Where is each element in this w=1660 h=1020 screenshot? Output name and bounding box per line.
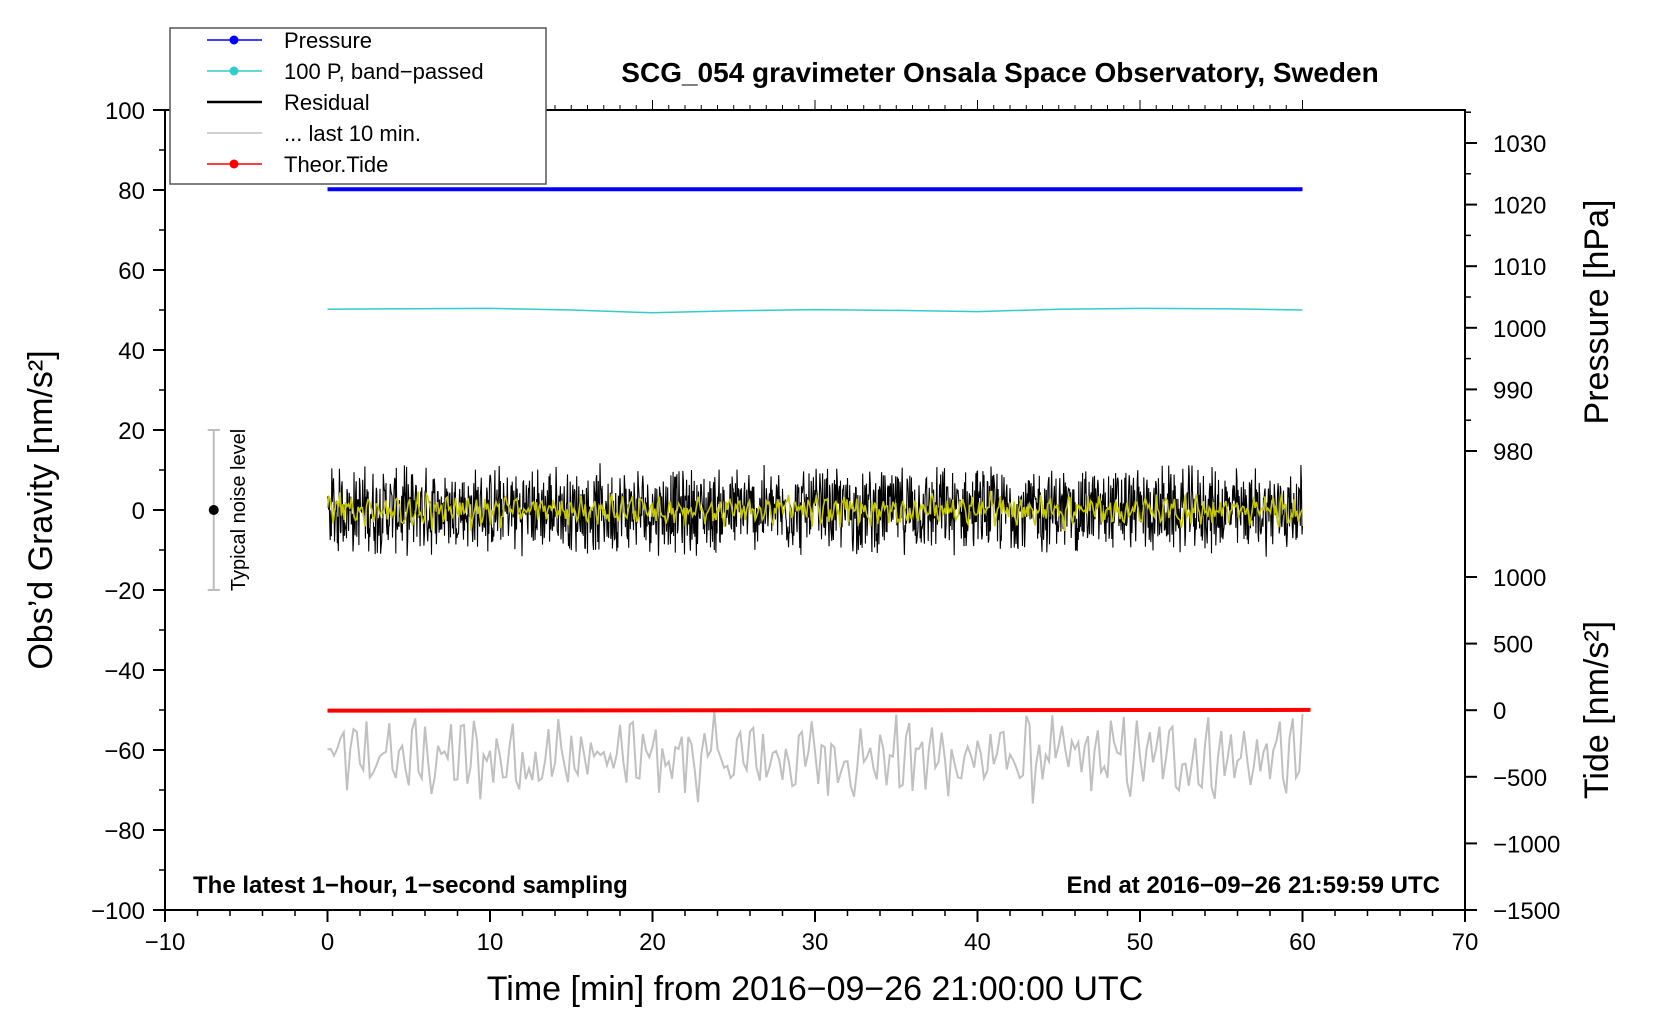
y-tick-label: 60 xyxy=(118,258,145,285)
legend-label-tide: Theor.Tide xyxy=(284,152,388,177)
series-bandpass xyxy=(327,307,1303,314)
tide-tick-label: −500 xyxy=(1493,765,1547,792)
y-tick-label: −20 xyxy=(104,578,145,605)
pressure-tick-label: 1020 xyxy=(1493,193,1546,220)
chart-title: SCG_054 gravimeter Onsala Space Observat… xyxy=(621,57,1378,88)
note-right: End at 2016−09−26 21:59:59 UTC xyxy=(1066,872,1440,899)
y-tick-label: −60 xyxy=(104,738,145,765)
y-tick-label: 80 xyxy=(118,178,145,205)
note-left: The latest 1−hour, 1−second sampling xyxy=(193,872,628,899)
tide-tick-label: 500 xyxy=(1493,632,1533,659)
pressure-tick-label: 1010 xyxy=(1493,254,1546,281)
tide-tick-label: 0 xyxy=(1493,698,1506,725)
x-tick-label: 40 xyxy=(964,929,991,956)
y-tick-label: −100 xyxy=(91,898,145,925)
x-tick-label: 70 xyxy=(1452,929,1479,956)
x-tick-label: 60 xyxy=(1289,929,1316,956)
y-axis-label-left: Obs’d Gravity [nm/s²] xyxy=(22,350,60,669)
y-axis-label-pressure: Pressure [hPa] xyxy=(1578,200,1616,425)
noise-level-marker: Typical noise level xyxy=(207,429,250,591)
legend-marker xyxy=(229,35,239,45)
series-residual-smoothed xyxy=(326,490,1304,531)
legend-label-pressure: Pressure xyxy=(284,28,372,53)
x-tick-label: 50 xyxy=(1127,929,1154,956)
noise-level-label: Typical noise level xyxy=(228,429,250,591)
series-layer xyxy=(326,187,1311,804)
tide-tick-label: −1000 xyxy=(1493,831,1560,858)
y-tick-label: −80 xyxy=(104,818,145,845)
pressure-tick-label: 1000 xyxy=(1493,316,1546,343)
pressure-tick-label: 980 xyxy=(1493,439,1533,466)
tick-layer: −10 0 10 20 30 40 50 60 70100806040200−20−40−60−… xyxy=(91,98,1560,956)
legend-marker xyxy=(229,159,239,169)
series-tide xyxy=(327,707,1311,713)
legend: Pressure 100 P, band−passed Residual ...… xyxy=(169,27,547,185)
x-tick-label: 0 xyxy=(321,929,334,956)
series-last-10-min xyxy=(327,711,1304,804)
tide-tick-label: −1500 xyxy=(1493,898,1560,925)
pressure-tick-label: 990 xyxy=(1493,377,1533,404)
legend-items xyxy=(207,35,262,169)
tide-tick-label: 1000 xyxy=(1493,565,1546,592)
noise-center-dot xyxy=(208,505,219,515)
legend-label-bandpass: 100 P, band−passed xyxy=(284,59,484,84)
y-tick-label: −40 xyxy=(104,658,145,685)
x-tick-label: 30 xyxy=(802,929,829,956)
x-axis-label: Time [min] from 2016−09−26 21:00:00 UTC xyxy=(487,970,1143,1008)
x-tick-label: 10 xyxy=(477,929,504,956)
y-tick-label: 0 xyxy=(132,498,145,525)
legend-label-residual: Residual xyxy=(284,90,370,115)
y-tick-label: 40 xyxy=(118,338,145,365)
y-tick-label: 100 xyxy=(105,98,145,125)
legend-frame xyxy=(169,27,547,185)
y-axis-label-tide: Tide [nm/s²] xyxy=(1578,621,1616,799)
legend-marker xyxy=(229,66,239,76)
x-tick-label: −10 xyxy=(145,929,186,956)
y-tick-label: 20 xyxy=(118,418,145,445)
pressure-tick-label: 1030 xyxy=(1493,131,1546,158)
series-residual xyxy=(326,463,1304,557)
x-tick-label: 20 xyxy=(639,929,666,956)
legend-label-last10: ... last 10 min. xyxy=(284,121,421,146)
